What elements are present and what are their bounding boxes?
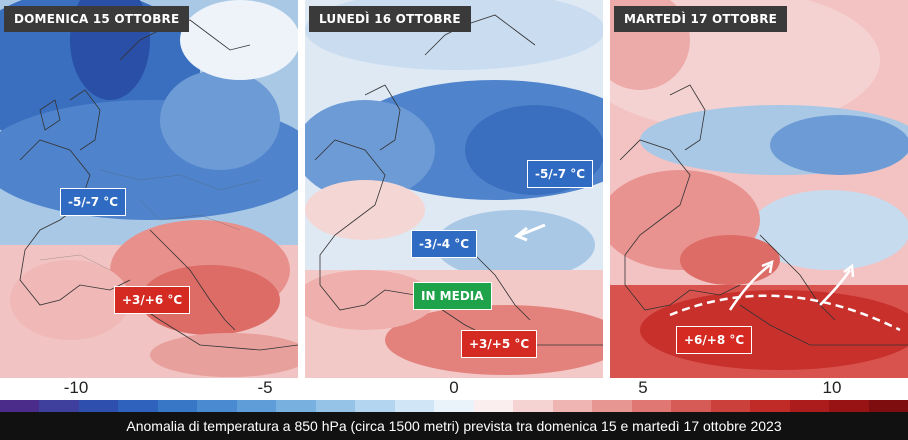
map-panel-monday: LUNEDÌ 16 OTTOBRE -5/-7 °C -3/-4 °C IN M… [305,0,603,378]
anomaly-label-warm: +6/+8 °C [676,326,753,354]
colorbar-swatch [236,400,277,412]
colorbar-swatch [78,400,119,412]
colorbar-swatch [118,400,158,412]
colorbar-swatch [197,400,237,412]
colorbar-tick: 0 [449,378,459,397]
colorbar-swatch [157,400,198,412]
anomaly-label-cold: -5/-7 °C [60,188,127,216]
colorbar-swatch [552,400,593,412]
colorbar-tick: 5 [638,378,648,397]
colorbar-swatch [750,400,790,412]
colorbar-swatch [276,400,316,412]
anomaly-map [0,0,298,378]
colorbar-ticks: -10 -5 0 5 10 [0,378,908,400]
figure-caption: Anomalia di temperatura a 850 hPa (circa… [0,412,908,440]
anomaly-label-neutral: IN MEDIA [413,282,492,310]
colorbar-swatch [710,400,751,412]
colorbar-swatch [355,400,395,412]
colorbar-swatch [789,400,830,412]
colorbar-tick: -10 [63,378,89,397]
colorbar-swatch [868,400,908,412]
colorbar-swatch [315,400,356,412]
temperature-colorbar [0,400,908,412]
anomaly-label-cold: -5/-7 °C [527,160,594,188]
panel-date-title: DOMENICA 15 OTTOBRE [4,6,190,32]
colorbar-swatch [394,400,435,412]
colorbar-swatch [39,400,79,412]
colorbar-swatch [631,400,672,412]
colorbar-swatch [513,400,553,412]
panel-date-title: LUNEDÌ 16 OTTOBRE [309,6,471,32]
anomaly-map [305,0,603,378]
map-panel-tuesday: MARTEDÌ 17 OTTOBRE +6/+8 °C [610,0,908,378]
colorbar-swatch [829,400,869,412]
colorbar-swatch [671,400,711,412]
anomaly-label-cold: -3/-4 °C [411,230,478,258]
colorbar-tick: 10 [822,378,842,397]
map-panel-sunday: DOMENICA 15 OTTOBRE -5/-7 °C +3/+6 °C [0,0,298,378]
anomaly-label-warm: +3/+5 °C [461,330,538,358]
colorbar-swatch [592,400,632,412]
anomaly-label-warm: +3/+6 °C [114,286,191,314]
panel-date-title: MARTEDÌ 17 OTTOBRE [614,6,788,32]
colorbar-swatch [434,400,474,412]
colorbar-swatch [473,400,514,412]
anomaly-map [610,0,908,378]
colorbar-swatch [0,400,40,412]
colorbar-tick: -5 [257,378,273,397]
